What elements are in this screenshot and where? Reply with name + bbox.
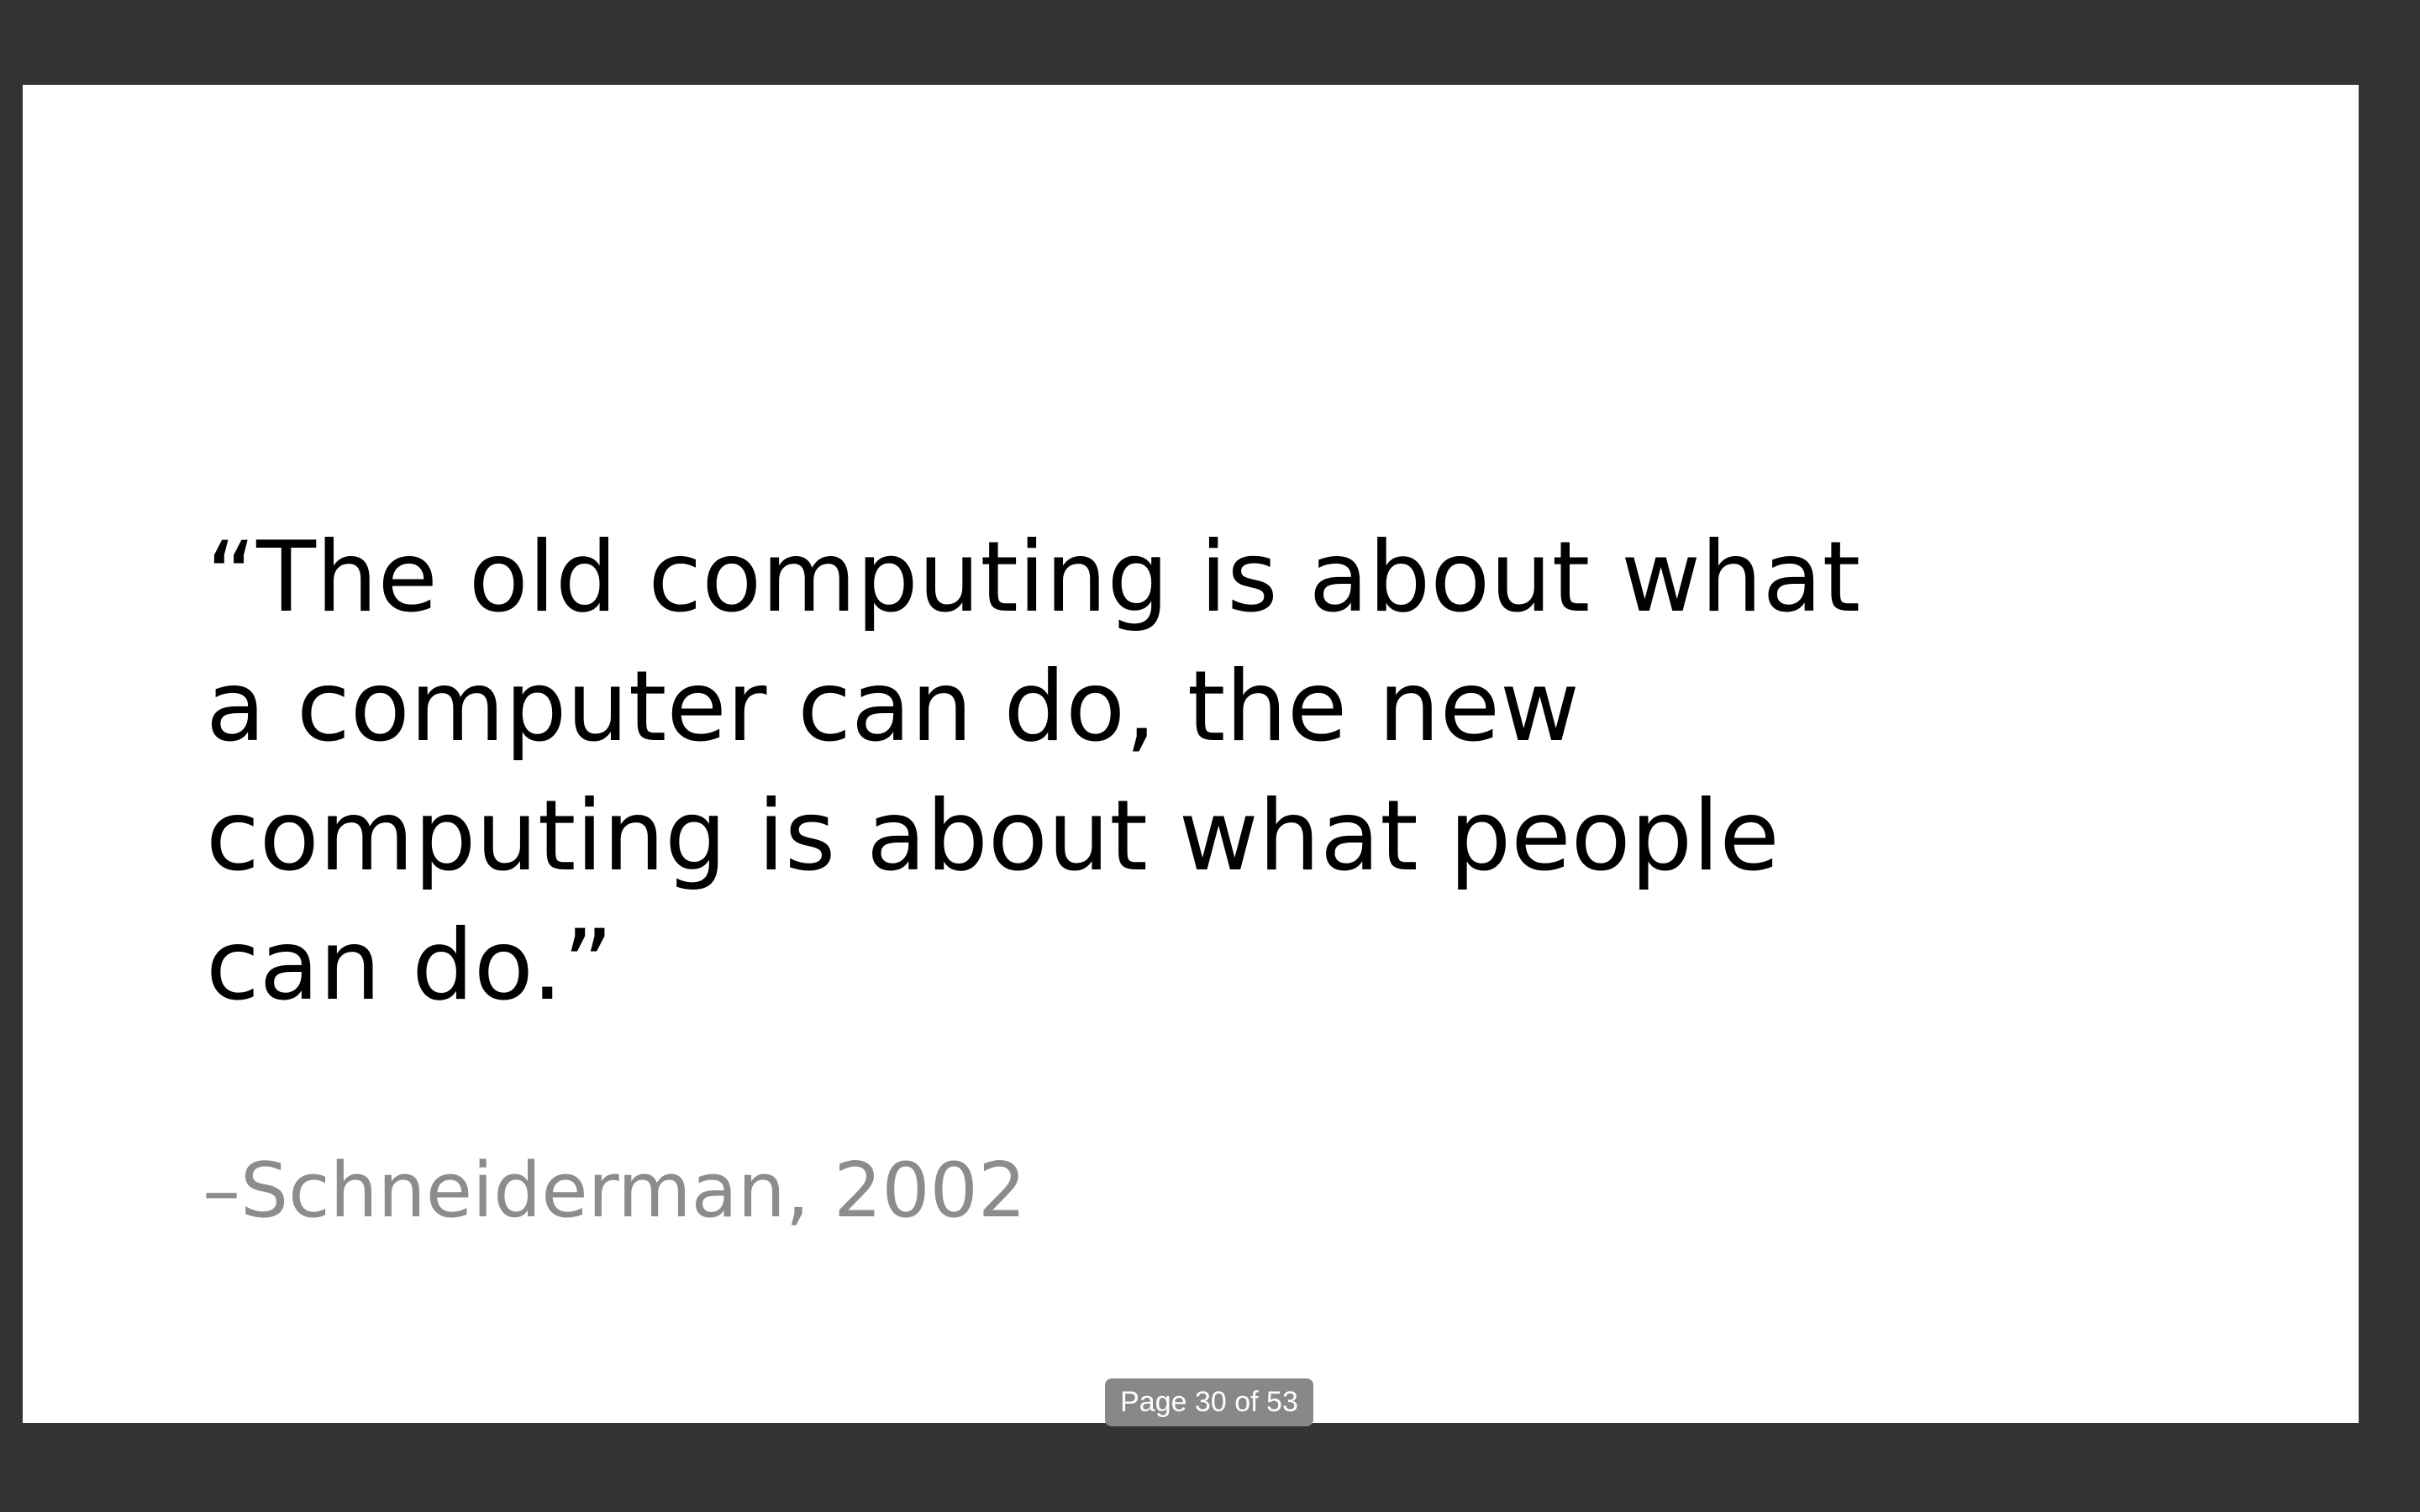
quote-attribution: –Schneiderman, 2002 (203, 1147, 1027, 1235)
slide-page: “The old computing is about what a compu… (23, 85, 2359, 1423)
quote-text: “The old computing is about what a compu… (206, 521, 1861, 1022)
page-indicator: Page 30 of 53 (1105, 1378, 1313, 1426)
